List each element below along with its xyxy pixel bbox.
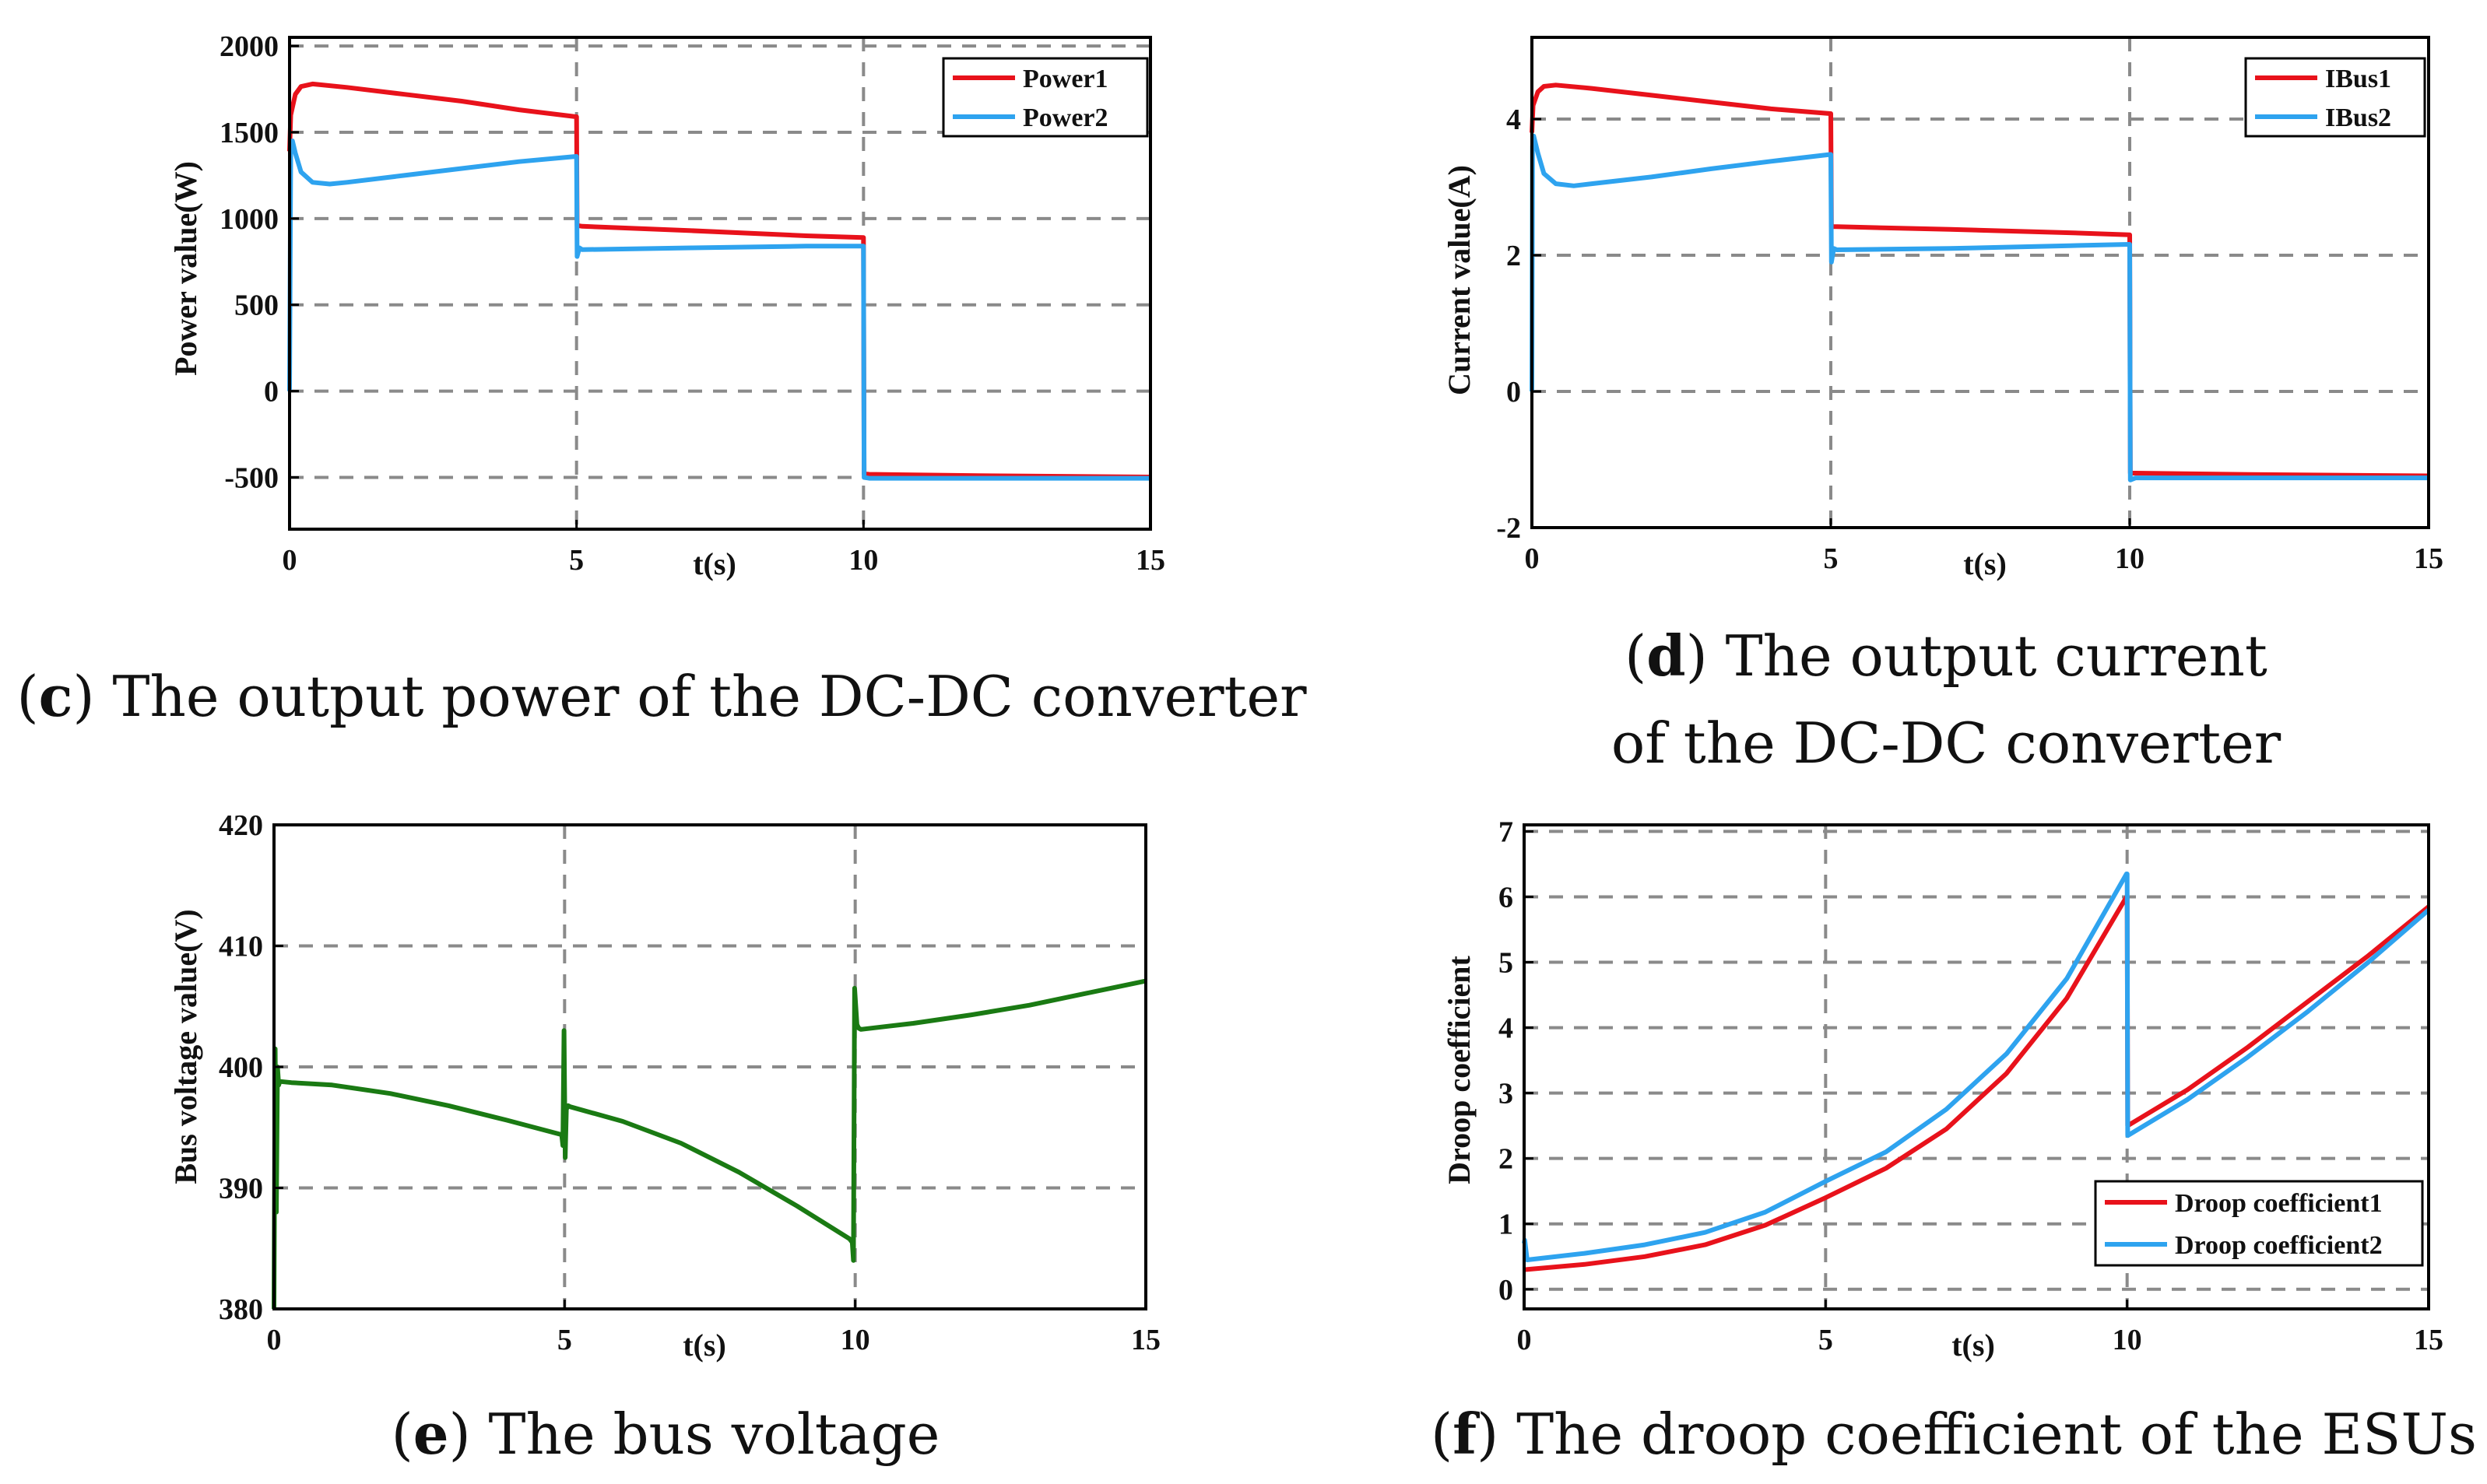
chart-current-series-2-line <box>1530 133 2429 482</box>
chart-current-ytick-label-2: 2 <box>1506 240 1521 272</box>
chart-droop-frame <box>1523 823 2430 1310</box>
chart-bus-voltage-xtick-label-10: 10 <box>841 1324 870 1356</box>
chart-bus-voltage-caption-text: The bus voltage <box>489 1402 940 1467</box>
chart-droop: t(s) Droop coefficient (f) The droop coe… <box>1431 816 2477 1467</box>
chart-current-legend: IBus1 IBus2 <box>2244 57 2426 138</box>
chart-power-ytick-label-1000: 1000 <box>220 203 279 236</box>
chart-droop-ytick-label-7: 7 <box>1498 816 1513 848</box>
chart-power-ytick-label-0: 0 <box>264 376 279 409</box>
chart-power-ytick-label-2000: 2000 <box>220 30 279 63</box>
chart-droop-ytick-label-6: 6 <box>1498 881 1513 914</box>
chart-droop-xtick-label-10: 10 <box>2113 1324 2142 1356</box>
chart-droop-ytick-label-0: 0 <box>1498 1274 1513 1307</box>
chart-bus-voltage-caption-letter: e <box>413 1401 449 1467</box>
chart-droop-caption: (f) The droop coefficient of the ESUs <box>1431 1401 2477 1467</box>
chart-power-legend-box <box>942 57 1149 138</box>
chart-current-frame <box>1530 36 2430 529</box>
chart-power-xtick-label-15: 15 <box>1136 544 1165 577</box>
chart-current-xtick-label-0: 0 <box>1525 542 1540 575</box>
chart-power-ytick-label-1500: 1500 <box>220 117 279 149</box>
chart-current-xlabel: t(s) <box>1963 546 2007 581</box>
chart-droop-series-1-line <box>1523 894 2430 1272</box>
chart-current-legend-label-2: IBus2 <box>2325 103 2391 132</box>
chart-power-frame <box>288 36 1152 531</box>
chart-droop-xtick-label-5: 5 <box>1818 1324 1833 1356</box>
chart-droop-ytick-label-1: 1 <box>1498 1209 1513 1241</box>
chart-bus-voltage-xtick-label-15: 15 <box>1131 1324 1161 1356</box>
chart-droop-ylabel: Droop coefficient <box>1442 956 1477 1184</box>
chart-power-xtick-label-5: 5 <box>569 544 584 577</box>
chart-droop-legend-label-2: Droop coefficient2 <box>2175 1231 2383 1260</box>
chart-bus-voltage-series-1-line <box>272 978 1147 1310</box>
chart-power-ytick-label--500: -500 <box>224 461 279 494</box>
chart-current-ylabel: Current value(A) <box>1442 165 1477 395</box>
chart-current-ytick-label-4: 4 <box>1506 103 1521 136</box>
chart-current: t(s) Current value(A) (d) The output cur… <box>1442 36 2443 776</box>
chart-current-legend-box <box>2244 57 2426 138</box>
chart-bus-voltage-ytick-label-410: 410 <box>219 931 263 963</box>
chart-power-xtick-label-0: 0 <box>283 544 297 577</box>
chart-current-caption-letter: d <box>1646 623 1685 689</box>
chart-droop-xtick-label-15: 15 <box>2414 1324 2443 1356</box>
chart-bus-voltage-xtick-label-5: 5 <box>557 1324 572 1356</box>
chart-power-legend-label-1: Power1 <box>1023 65 1108 93</box>
chart-power-caption-letter: c <box>39 663 73 729</box>
chart-bus-voltage-xtick-label-0: 0 <box>267 1324 282 1356</box>
chart-current-ytick-label--2: -2 <box>1496 512 1521 545</box>
chart-power-ylabel: Power value(W) <box>168 161 203 376</box>
chart-power-xlabel: t(s) <box>693 546 736 581</box>
chart-droop-series-2-line <box>1522 872 2430 1262</box>
chart-droop-legend-label-1: Droop coefficient1 <box>2175 1189 2383 1218</box>
chart-bus-voltage: t(s) Bus voltage value(V) (e) The bus vo… <box>168 809 1161 1467</box>
chart-current-caption-text1: The output current <box>1726 623 2267 689</box>
chart-droop-ytick-label-3: 3 <box>1498 1078 1513 1110</box>
chart-droop-ytick-label-5: 5 <box>1498 947 1513 980</box>
chart-droop-legend-box <box>2094 1180 2424 1267</box>
chart-droop-xtick-label-0: 0 <box>1517 1324 1532 1356</box>
chart-bus-voltage-ytick-label-400: 400 <box>219 1051 263 1084</box>
chart-droop-caption-text: The droop coefficient of the ESUs <box>1516 1402 2477 1467</box>
chart-droop-legend: Droop coefficient1 Droop coefficient2 <box>2094 1180 2424 1267</box>
chart-power-ytick-label-500: 500 <box>234 289 279 322</box>
chart-droop-ytick-label-4: 4 <box>1498 1012 1513 1045</box>
chart-power-legend: Power1 Power2 <box>942 57 1149 138</box>
chart-droop-xlabel: t(s) <box>1951 1328 1995 1363</box>
chart-bus-voltage-ylabel: Bus voltage value(V) <box>168 909 203 1184</box>
chart-current-caption-line2: of the DC-DC converter <box>1611 710 2282 776</box>
chart-power-caption-text: The output power of the DC-DC converter <box>112 664 1307 729</box>
chart-current-legend-label-1: IBus1 <box>2325 65 2391 93</box>
chart-droop-caption-letter: f <box>1453 1401 1480 1467</box>
chart-bus-voltage-caption: (e) The bus voltage <box>392 1401 940 1467</box>
chart-power-xtick-label-10: 10 <box>848 544 878 577</box>
chart-power-legend-label-2: Power2 <box>1023 103 1108 132</box>
chart-bus-voltage-ytick-label-420: 420 <box>219 809 263 842</box>
chart-current-caption-line1: (d) The output current <box>1625 623 2267 689</box>
chart-current-xtick-label-15: 15 <box>2414 542 2443 575</box>
chart-bus-voltage-ytick-label-380: 380 <box>219 1293 263 1326</box>
chart-power-series-2-line <box>287 139 1150 481</box>
chart-droop-ytick-label-2: 2 <box>1498 1143 1513 1176</box>
chart-bus-voltage-xlabel: t(s) <box>683 1328 726 1363</box>
chart-power-caption: (c) The output power of the DC-DC conver… <box>17 663 1308 729</box>
chart-bus-voltage-ytick-label-390: 390 <box>219 1173 263 1205</box>
chart-current-xtick-label-5: 5 <box>1824 542 1839 575</box>
chart-power: t(s) Power value(W) (c) The output power… <box>17 30 1308 729</box>
chart-current-xtick-label-10: 10 <box>2115 542 2145 575</box>
chart-current-ytick-label-0: 0 <box>1506 376 1521 409</box>
